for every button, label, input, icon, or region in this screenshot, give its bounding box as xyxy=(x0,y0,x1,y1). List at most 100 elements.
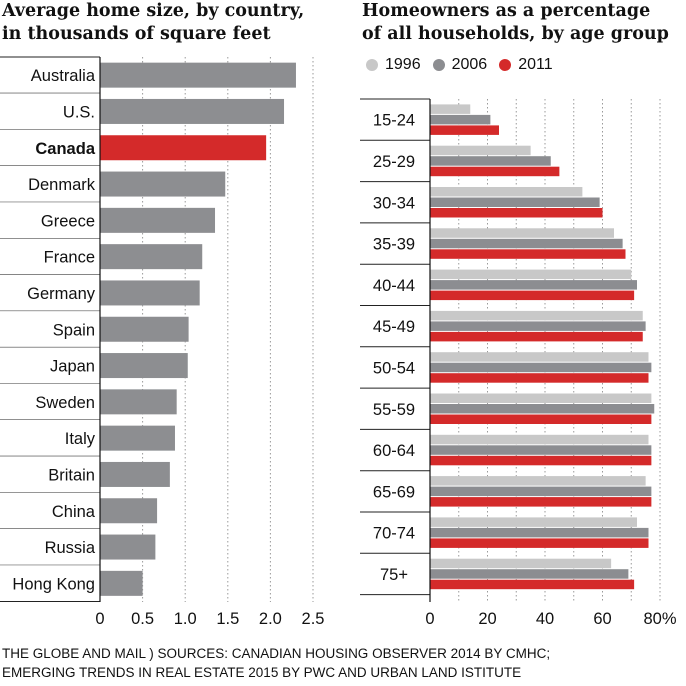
bar-u-s xyxy=(100,98,285,124)
age-label-45-49: 45-49 xyxy=(373,318,415,336)
bar-2006-35-39 xyxy=(430,238,623,249)
bar-spain xyxy=(100,316,189,342)
left-tick-2-0: 2.0 xyxy=(259,610,282,628)
legend-label-2006: 2006 xyxy=(451,56,488,73)
right-title-line2: of all households, by age group xyxy=(362,24,669,44)
age-label-50-54: 50-54 xyxy=(373,359,415,377)
category-label-australia: Australia xyxy=(31,67,96,85)
bar-1996-25-29 xyxy=(430,145,531,156)
bar-1996-75 xyxy=(430,558,612,569)
bar-australia xyxy=(100,62,296,88)
source-line-1: THE GLOBE AND MAIL ) SOURCES: CANADIAN H… xyxy=(2,646,551,661)
age-label-60-64: 60-64 xyxy=(373,442,415,460)
bar-britain xyxy=(100,461,170,487)
bar-2006-15-24 xyxy=(430,114,491,125)
category-label-japan: Japan xyxy=(50,358,95,376)
bar-2011-30-34 xyxy=(430,208,603,218)
age-label-65-69: 65-69 xyxy=(373,483,415,501)
bar-denmark xyxy=(100,171,226,197)
bar-1996-55-59 xyxy=(430,393,652,403)
right-tick-0: 0 xyxy=(425,610,434,628)
right-tick-60: 60 xyxy=(593,610,611,628)
legend-label-1996: 1996 xyxy=(385,56,421,73)
age-label-75: 75+ xyxy=(380,566,408,584)
charts-canvas: Australia U.S. Canada Denmark Greece France Ge… xyxy=(0,56,677,628)
left-title-line2: in thousands of square feet xyxy=(2,24,271,44)
bar-2011-45-49 xyxy=(430,331,643,342)
legend-swatch-1996 xyxy=(366,59,378,71)
bar-china xyxy=(100,498,158,524)
category-label-italy: Italy xyxy=(65,430,96,448)
bar-1996-15-24 xyxy=(430,104,471,114)
bar-2011-60-64 xyxy=(430,455,652,466)
bar-1996-50-54 xyxy=(430,352,649,362)
bar-1996-60-64 xyxy=(430,434,649,445)
category-label-spain: Spain xyxy=(53,321,95,339)
left-label-cell-japan xyxy=(0,347,100,384)
bar-2006-60-64 xyxy=(430,445,652,455)
bar-1996-40-44 xyxy=(430,269,632,280)
category-label-greece: Greece xyxy=(41,212,95,230)
age-label-15-24: 15-24 xyxy=(373,112,415,130)
legend-item-2011: 2011 xyxy=(499,56,553,74)
left-label-cell-canada xyxy=(0,129,100,166)
legend-swatch-2006 xyxy=(432,59,445,71)
right-tick-80: 80% xyxy=(643,610,676,628)
left-label-cell-italy xyxy=(0,420,100,457)
bar-2011-55-59 xyxy=(430,414,652,424)
category-label-russia: Russia xyxy=(45,539,96,557)
left-label-cell-russia xyxy=(0,528,100,566)
category-label-sweden: Sweden xyxy=(35,394,95,412)
left-tick-0: 0 xyxy=(95,610,104,628)
bar-greece xyxy=(100,207,216,233)
bar-2006-25-29 xyxy=(430,156,551,166)
bar-2011-25-29 xyxy=(430,166,560,177)
category-label-britain: Britain xyxy=(48,466,95,484)
bar-2011-40-44 xyxy=(430,290,635,301)
bar-2006-50-54 xyxy=(430,362,652,373)
bar-france xyxy=(100,244,203,270)
bar-japan xyxy=(100,353,188,379)
category-label-germany: Germany xyxy=(27,285,96,303)
bar-2006-75 xyxy=(430,569,629,579)
left-tick-0-5: 0.5 xyxy=(131,610,154,628)
left-label-cell-greece xyxy=(0,202,100,239)
left-label-cell-sweden xyxy=(0,383,100,420)
legend-item-1996: 1996 xyxy=(366,56,421,74)
age-label-40-44: 40-44 xyxy=(373,277,415,295)
category-label-china: China xyxy=(52,503,96,521)
source-line-2: EMERGING TRENDS IN REAL ESTATE 2015 BY P… xyxy=(2,665,522,680)
age-label-25-29: 25-29 xyxy=(373,153,415,171)
bar-2011-15-24 xyxy=(430,125,499,135)
bar-2006-30-34 xyxy=(430,197,600,207)
bar-russia xyxy=(100,534,156,560)
legend-swatch-2011 xyxy=(499,59,512,71)
left-tick-1-0: 1.0 xyxy=(174,610,197,628)
left-tick-1-5: 1.5 xyxy=(216,610,239,628)
source-note: THE GLOBE AND MAIL ) SOURCES: CANADIAN H… xyxy=(2,644,686,682)
bar-italy xyxy=(100,425,175,451)
bar-1996-70-74 xyxy=(430,517,637,527)
left-label-cell-france xyxy=(0,238,100,275)
bar-2006-45-49 xyxy=(430,321,646,331)
bar-germany xyxy=(100,280,200,306)
bar-2011-70-74 xyxy=(430,538,649,548)
category-label-canada: Canada xyxy=(35,140,95,158)
category-label-france: France xyxy=(44,249,95,267)
bar-2011-35-39 xyxy=(430,249,626,259)
bar-2011-50-54 xyxy=(430,373,649,383)
bar-2006-55-59 xyxy=(430,404,655,414)
bar-hong-kong xyxy=(100,570,143,596)
category-label-u-s: U.S. xyxy=(63,103,95,121)
age-label-35-39: 35-39 xyxy=(373,236,415,254)
age-label-30-34: 30-34 xyxy=(373,194,415,212)
left-label-cell-spain xyxy=(0,311,100,348)
legend-label-2011: 2011 xyxy=(518,56,553,73)
right-chart: 15-24 25-29 30-34 35-39 40-44 45-49 50-54 55-59… xyxy=(360,98,677,628)
bar-2011-65-69 xyxy=(430,497,652,507)
right-tick-40: 40 xyxy=(536,610,554,628)
left-label-cell-britain xyxy=(0,456,100,493)
bar-sweden xyxy=(100,389,177,415)
bar-2006-40-44 xyxy=(430,280,637,290)
bar-2006-70-74 xyxy=(430,527,649,538)
